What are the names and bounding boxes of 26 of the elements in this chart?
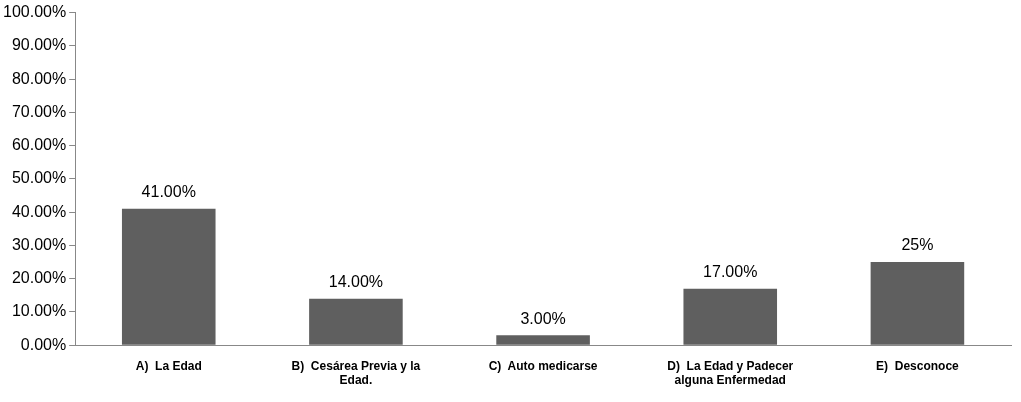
- bar: [309, 298, 403, 345]
- x-tick-label: E) Desconoce: [876, 358, 960, 373]
- y-tick-label: 0.00%: [20, 335, 67, 353]
- x-tick-label: C) Auto medicarse: [488, 358, 598, 373]
- data-label: 17.00%: [703, 263, 758, 281]
- y-tick-label: 90.00%: [11, 36, 67, 54]
- bar: [121, 208, 216, 345]
- bar: [683, 288, 778, 345]
- y-tick-label: 60.00%: [11, 136, 67, 154]
- y-tick-label: 70.00%: [11, 102, 67, 120]
- x-tick-label: A) La Edad: [135, 358, 202, 373]
- bar: [870, 262, 965, 345]
- y-tick-label: 10.00%: [11, 302, 67, 320]
- x-tick-label: D) La Edad y Padecer alguna Enfermedad: [667, 358, 794, 388]
- y-tick-label: 80.00%: [11, 69, 67, 87]
- y-tick-label: 40.00%: [11, 202, 67, 220]
- data-label: 25%: [901, 236, 934, 254]
- y-tick-label: 50.00%: [11, 169, 67, 187]
- x-tick-label: B) Cesárea Previa y la Edad.: [291, 358, 421, 388]
- data-label: 41.00%: [141, 183, 196, 201]
- y-tick-label: 100.00%: [2, 3, 67, 21]
- data-label: 3.00%: [520, 309, 566, 327]
- y-tick-label: 30.00%: [11, 235, 67, 253]
- bar: [496, 335, 590, 345]
- data-label: 14.00%: [328, 273, 384, 291]
- y-tick-label: 20.00%: [11, 269, 67, 287]
